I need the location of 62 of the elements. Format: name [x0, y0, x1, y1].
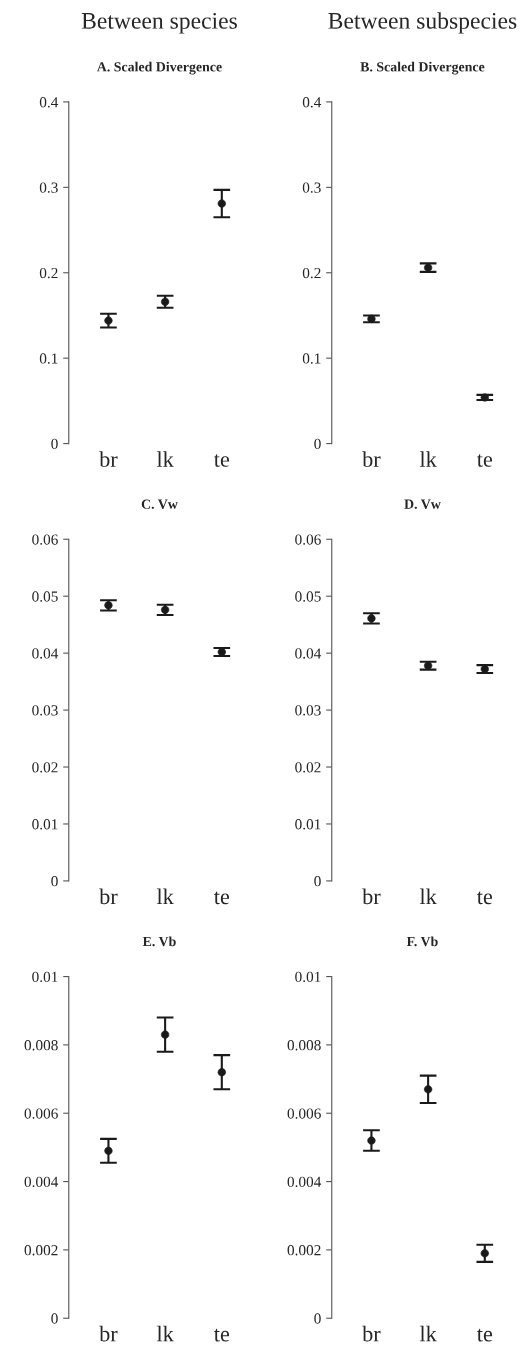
chart-title: A. Scaled Divergence: [96, 61, 222, 75]
x-tick-label: te: [214, 1328, 230, 1342]
x-tick-label: br: [362, 451, 381, 467]
y-tick-label: 0.01: [295, 971, 321, 983]
x-tick-label: br: [362, 1325, 381, 1342]
x-tick-label: lk: [156, 888, 174, 904]
y-tick-label: 0.04: [295, 648, 322, 659]
x-tick-label: te: [476, 454, 493, 467]
y-tick-label: 0.05: [32, 591, 58, 602]
y-tick-label: 0.05: [295, 591, 321, 602]
y-tick-label: 0.1: [302, 353, 321, 364]
x-tick-label: te: [214, 454, 230, 467]
x-tick-label: br: [99, 888, 118, 905]
y-tick-label: 0.3: [302, 182, 321, 193]
y-tick-label: 0.06: [32, 534, 58, 545]
y-tick-label: 0.01: [32, 971, 58, 983]
x-tick-label: br: [99, 451, 118, 467]
y-tick-label: 0: [51, 1313, 58, 1324]
x-tick-label: br: [99, 1325, 118, 1342]
y-tick-label: 0: [51, 438, 58, 450]
y-tick-label: 0.03: [295, 705, 321, 716]
y-tick-label: 0: [314, 1313, 321, 1324]
y-tick-label: 0.04: [32, 648, 59, 659]
x-tick-label: lk: [419, 1325, 437, 1342]
y-tick-label: 0: [314, 876, 321, 887]
y-tick-label: 0.006: [24, 1108, 58, 1119]
y-tick-label: 0.008: [24, 1040, 58, 1051]
y-tick-label: 0.008: [287, 1040, 321, 1051]
y-tick-label: 0: [314, 438, 321, 450]
y-tick-label: 0.4: [302, 97, 322, 108]
y-tick-label: 0.1: [39, 353, 58, 364]
chart-title: D. Vw: [404, 499, 441, 509]
x-tick-label: lk: [419, 451, 437, 467]
chart-subtitle: Between subspecies: [328, 12, 517, 34]
y-tick-label: 0.01: [295, 819, 321, 830]
y-tick-label: 0.004: [287, 1176, 322, 1188]
x-tick-label: te: [214, 891, 230, 905]
y-tick-label: 0.3: [39, 182, 58, 193]
y-tick-label: 0.4: [39, 97, 59, 108]
x-tick-label: te: [476, 1328, 493, 1342]
y-tick-label: 0.01: [32, 819, 58, 830]
y-tick-label: 0.006: [287, 1108, 321, 1119]
x-tick-label: br: [362, 888, 381, 905]
x-tick-label: lk: [419, 888, 437, 904]
y-tick-label: 0.02: [295, 762, 321, 773]
x-tick-label: lk: [156, 451, 174, 467]
y-tick-label: 0.002: [287, 1245, 321, 1256]
y-tick-label: 0.2: [302, 267, 321, 279]
chart-title: E. Vb: [142, 936, 176, 947]
x-tick-label: te: [476, 891, 493, 905]
x-tick-label: lk: [156, 1325, 174, 1342]
y-tick-label: 0.004: [24, 1176, 59, 1188]
y-tick-label: 0: [51, 876, 58, 887]
y-tick-label: 0.2: [39, 267, 58, 279]
chart-subtitle: Between species: [81, 12, 237, 34]
y-tick-label: 0.03: [32, 705, 58, 716]
chart-title: F. Vb: [406, 936, 438, 947]
chart-title: B. Scaled Divergence: [360, 61, 485, 75]
y-tick-label: 0.002: [24, 1245, 58, 1256]
chart-title: C. Vw: [141, 499, 178, 509]
y-tick-label: 0.02: [32, 762, 58, 773]
y-tick-label: 0.06: [295, 534, 321, 545]
